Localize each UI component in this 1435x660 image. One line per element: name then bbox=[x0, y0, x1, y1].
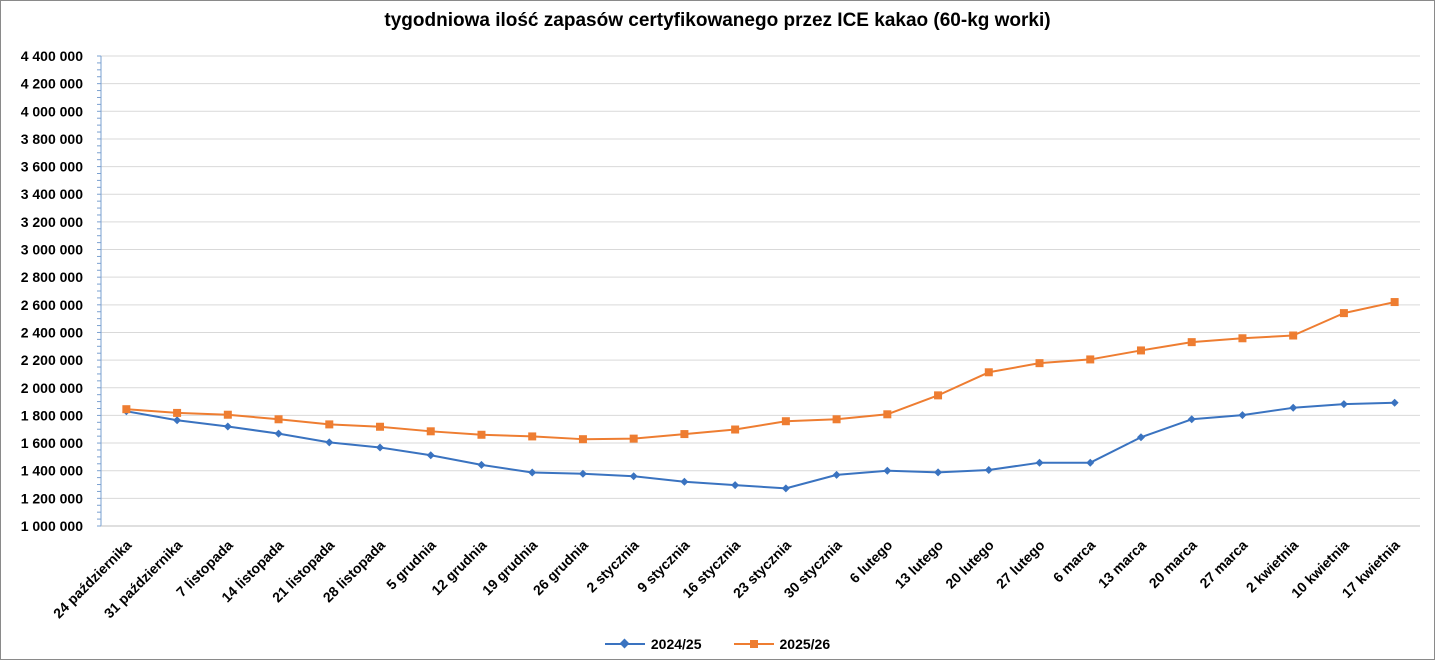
x-tick-label: 13 marca bbox=[1095, 537, 1149, 591]
data-point-2024-25 bbox=[1289, 403, 1298, 412]
data-point-2025-26 bbox=[984, 368, 993, 377]
data-point-2024-25 bbox=[223, 422, 232, 431]
data-point-2024-25 bbox=[1187, 415, 1196, 424]
y-tick-label: 3 800 000 bbox=[21, 131, 83, 147]
data-point-2024-25 bbox=[680, 477, 689, 486]
y-tick-label: 2 600 000 bbox=[21, 297, 83, 313]
y-tick-label: 2 200 000 bbox=[21, 352, 83, 368]
data-point-2025-26 bbox=[781, 417, 790, 426]
data-point-2025-26 bbox=[578, 435, 587, 444]
data-point-2025-26 bbox=[173, 408, 182, 417]
data-point-2024-25 bbox=[1238, 411, 1247, 420]
y-tick-label: 2 400 000 bbox=[21, 324, 83, 340]
data-point-2025-26 bbox=[1187, 338, 1196, 347]
data-point-2025-26 bbox=[122, 405, 131, 414]
data-point-2024-25 bbox=[1390, 398, 1399, 407]
data-point-2024-25 bbox=[984, 466, 993, 475]
data-point-2025-26 bbox=[832, 415, 841, 424]
data-point-2024-25 bbox=[731, 481, 740, 490]
data-point-2025-26 bbox=[1086, 355, 1095, 364]
data-point-2025-26 bbox=[680, 430, 689, 439]
data-point-2024-25 bbox=[274, 429, 283, 438]
y-tick-label: 3 400 000 bbox=[21, 186, 83, 202]
series-line-2025-26 bbox=[126, 301, 1395, 441]
y-tick-label: 3 600 000 bbox=[21, 159, 83, 175]
data-point-2024-25 bbox=[528, 468, 537, 477]
data-point-2025-26 bbox=[1238, 334, 1247, 343]
data-point-2025-26 bbox=[376, 422, 385, 431]
data-point-2024-25 bbox=[934, 468, 943, 477]
x-tick-label: 6 lutego bbox=[846, 537, 895, 586]
data-point-2025-26 bbox=[223, 410, 232, 419]
x-tick-label: 27 lutego bbox=[993, 537, 1048, 592]
y-tick-label: 1 600 000 bbox=[21, 435, 83, 451]
legend-label-2024-25: 2024/25 bbox=[650, 636, 702, 652]
y-tick-label: 4 400 000 bbox=[21, 48, 83, 64]
y-tick-label: 1 400 000 bbox=[21, 463, 83, 479]
legend: 2024/25 2025/26 bbox=[0, 634, 1435, 654]
y-tick-label: 1 200 000 bbox=[21, 490, 83, 506]
legend-swatch-2024-25 bbox=[604, 637, 645, 651]
data-point-2025-26 bbox=[934, 391, 943, 400]
data-point-2024-25 bbox=[1339, 400, 1348, 409]
chart-title: tygodniowa ilość zapasów certyfikowanego… bbox=[384, 10, 1051, 31]
data-point-2025-26 bbox=[1390, 298, 1399, 307]
data-point-2024-25 bbox=[883, 466, 892, 475]
data-point-2025-26 bbox=[274, 415, 283, 424]
data-point-2025-26 bbox=[426, 427, 435, 436]
data-point-2025-26 bbox=[325, 420, 334, 429]
legend-swatch-2025-26 bbox=[733, 637, 774, 651]
data-point-2025-26 bbox=[1289, 331, 1298, 340]
x-tick-label: 26 grudnia bbox=[530, 537, 592, 599]
y-tick-label: 4 000 000 bbox=[21, 103, 83, 119]
x-tick-label: 6 marca bbox=[1050, 537, 1099, 586]
x-tick-label: 20 lutego bbox=[942, 537, 997, 592]
y-tick-label: 2 000 000 bbox=[21, 380, 83, 396]
data-point-2025-26 bbox=[629, 434, 638, 443]
x-tick-label: 20 marca bbox=[1146, 537, 1200, 591]
x-tick-label: 13 lutego bbox=[891, 537, 946, 592]
data-point-2025-26 bbox=[1035, 359, 1044, 368]
data-point-2024-25 bbox=[1035, 458, 1044, 467]
data-point-2024-25 bbox=[781, 484, 790, 493]
y-tick-label: 1 800 000 bbox=[21, 407, 83, 423]
data-point-2024-25 bbox=[1086, 458, 1095, 467]
data-point-2024-25 bbox=[629, 472, 638, 481]
y-tick-label: 1 000 000 bbox=[21, 518, 83, 534]
data-point-2024-25 bbox=[325, 438, 334, 447]
series-line-2024-25 bbox=[126, 401, 1395, 490]
y-tick-label: 3 200 000 bbox=[21, 214, 83, 230]
data-point-2025-26 bbox=[883, 410, 892, 419]
y-tick-label: 3 000 000 bbox=[21, 242, 83, 258]
legend-item-2024-25: 2024/25 bbox=[604, 636, 702, 652]
data-point-2025-26 bbox=[477, 430, 486, 439]
legend-item-2025-26: 2025/26 bbox=[733, 636, 831, 652]
data-point-2024-25 bbox=[1136, 433, 1145, 442]
y-tick-label: 4 200 000 bbox=[21, 76, 83, 92]
data-point-2024-25 bbox=[173, 416, 182, 425]
data-point-2025-26 bbox=[731, 425, 740, 434]
data-point-2025-26 bbox=[528, 432, 537, 441]
data-point-2024-25 bbox=[376, 443, 385, 452]
data-point-2024-25 bbox=[477, 460, 486, 469]
data-point-2024-25 bbox=[832, 470, 841, 479]
x-tick-label: 2 stycznia bbox=[583, 537, 642, 596]
legend-label-2025-26: 2025/26 bbox=[779, 636, 831, 652]
data-point-2025-26 bbox=[1339, 309, 1348, 318]
data-point-2024-25 bbox=[578, 469, 587, 478]
data-point-2025-26 bbox=[1136, 346, 1145, 355]
data-point-2024-25 bbox=[426, 451, 435, 460]
y-tick-label: 2 800 000 bbox=[21, 269, 83, 285]
